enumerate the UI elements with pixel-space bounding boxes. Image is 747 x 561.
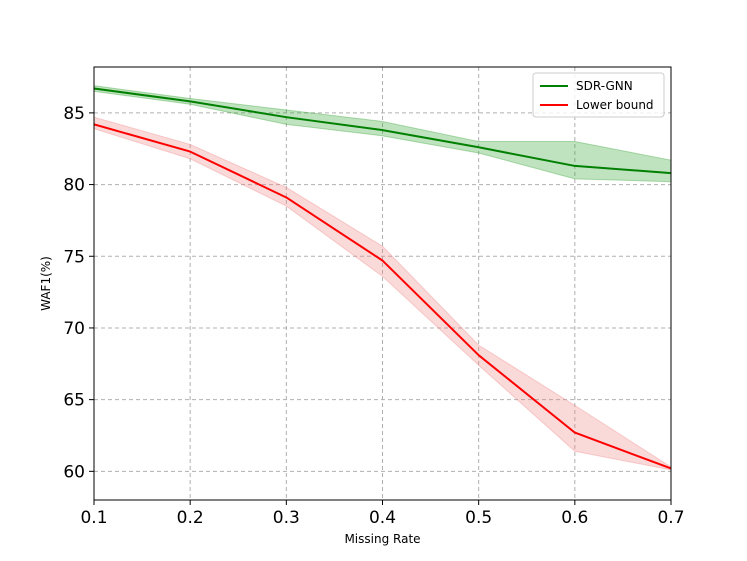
axis-ticks: 0.1 0.2 0.3 0.4 0.5 0.6 0.7 60 65 70 75 80 85: [63, 104, 684, 528]
legend-label-sdr-gnn: SDR-GNN: [576, 79, 633, 93]
y-tick-label: 65: [63, 391, 85, 411]
x-tick-label: 0.6: [561, 508, 588, 528]
x-tick-label: 0.4: [369, 508, 396, 528]
x-tick-label: 0.5: [465, 508, 492, 528]
y-tick-label: 70: [63, 319, 85, 339]
y-tick-label: 75: [63, 247, 85, 267]
legend: SDR-GNN Lower bound: [532, 72, 665, 118]
legend-label-lower-bound: Lower bound: [576, 98, 654, 112]
y-tick-label: 80: [63, 176, 85, 196]
x-tick-label: 0.2: [177, 508, 204, 528]
y-tick-label: 60: [63, 462, 85, 482]
x-tick-label: 0.3: [273, 508, 300, 528]
x-axis-label: Missing Rate: [344, 532, 420, 546]
x-tick-label: 0.1: [80, 508, 107, 528]
x-tick-label: 0.7: [657, 508, 684, 528]
y-tick-label: 85: [63, 104, 85, 124]
y-axis-label: WAF1(%): [39, 256, 53, 311]
